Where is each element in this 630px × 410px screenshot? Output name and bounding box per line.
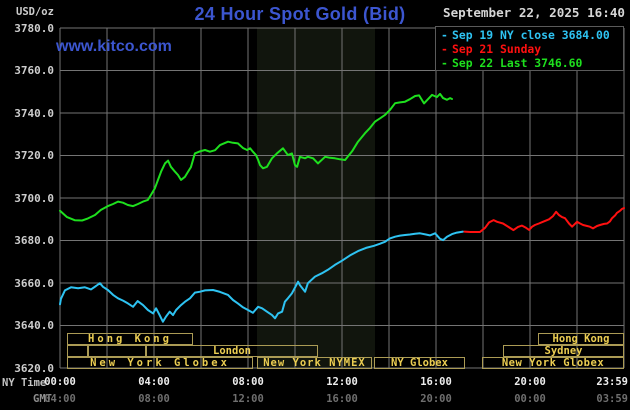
session-label: New York Globex [90, 357, 230, 369]
session-box-sydney: Sydney [503, 345, 624, 357]
legend-item: - Sep 22 Last 3746.60 [441, 56, 623, 70]
x-tick-ny-label: 04:00 [138, 376, 170, 388]
x-tick-ny-label: 12:00 [326, 376, 358, 388]
session-label: NY Globex [391, 357, 448, 369]
kitco-watermark: www.kitco.com [56, 38, 172, 55]
legend-marker-dash: - [441, 28, 448, 42]
legend-marker-dash: - [441, 42, 448, 56]
price-line-sep22 [59, 92, 453, 222]
y-tick-label: 3660.0 [14, 276, 54, 290]
chart-title: 24 Hour Spot Gold (Bid) [194, 4, 406, 24]
session-label: New York NYMEX [263, 357, 366, 369]
legend-label: Sep 21 Sunday [452, 42, 542, 56]
x-tick-ny-label: 08:00 [232, 376, 264, 388]
x-tick-gmt-label: 04:00 [44, 393, 76, 405]
legend-marker-dash: - [441, 56, 448, 70]
x-axis-row2-label: GMT [33, 393, 52, 405]
legend-label: Sep 19 NY close 3684.00 [452, 28, 610, 42]
session-box-london: London [146, 345, 318, 357]
x-tick-ny-label: 16:00 [420, 376, 452, 388]
session-box-hong-kong: Hong Kong [538, 333, 624, 345]
y-tick-label: 3740.0 [14, 106, 54, 120]
price-line-sep19 [59, 230, 464, 323]
session-label: Hong Kong [552, 333, 610, 345]
x-tick-gmt-label: 08:00 [138, 393, 170, 405]
session-label: New York Globex [501, 357, 605, 369]
y-tick-label: 3680.0 [14, 234, 54, 247]
x-tick-ny-label: 00:00 [44, 376, 76, 388]
y-tick-label: 3760.0 [14, 64, 54, 77]
x-tick-gmt-label: 03:59 [596, 393, 628, 405]
session-box-unlabeled [88, 345, 146, 357]
session-box-new-york-globex: New York Globex [67, 357, 253, 369]
session-box-hong-kong: Hong Kong [67, 333, 193, 345]
session-box-ny-globex: NY Globex [374, 357, 465, 369]
y-tick-label: 3640.0 [14, 319, 54, 332]
x-tick-gmt-label: 12:00 [232, 393, 264, 405]
x-tick-ny-label: 23:59 [596, 376, 628, 388]
chart-datetime: September 22, 2025 16:40 [443, 5, 625, 20]
x-axis-row1-label: NY Time [2, 377, 47, 389]
price-line-sep21 [463, 207, 625, 233]
x-tick-gmt-label: 20:00 [420, 393, 452, 405]
legend-label: Sep 22 Last 3746.60 [452, 56, 583, 70]
session-box-new-york-nymex: New York NYMEX [257, 357, 372, 369]
session-label: London [213, 345, 251, 357]
session-box-new-york-globex: New York Globex [482, 357, 624, 369]
x-tick-ny-label: 20:00 [514, 376, 546, 388]
session-label: Sydney [544, 345, 583, 357]
x-tick-gmt-label: 00:00 [514, 393, 546, 405]
y-tick-label: 3700.0 [14, 191, 54, 205]
x-tick-gmt-label: 16:00 [326, 393, 358, 405]
y-tick-label: 3620.0 [14, 361, 54, 375]
y-tick-label: 3720.0 [14, 149, 54, 162]
session-label: Hong Kong [88, 333, 172, 345]
legend-item: - Sep 21 Sunday [441, 42, 623, 56]
legend-item: - Sep 19 NY close 3684.00 [441, 28, 623, 42]
y-tick-label: 3780.0 [14, 21, 54, 35]
session-box-unlabeled [67, 345, 88, 357]
y-axis-unit-label: USD/oz [16, 6, 54, 18]
legend-box: - Sep 19 NY close 3684.00- Sep 21 Sunday - S… [435, 26, 624, 71]
